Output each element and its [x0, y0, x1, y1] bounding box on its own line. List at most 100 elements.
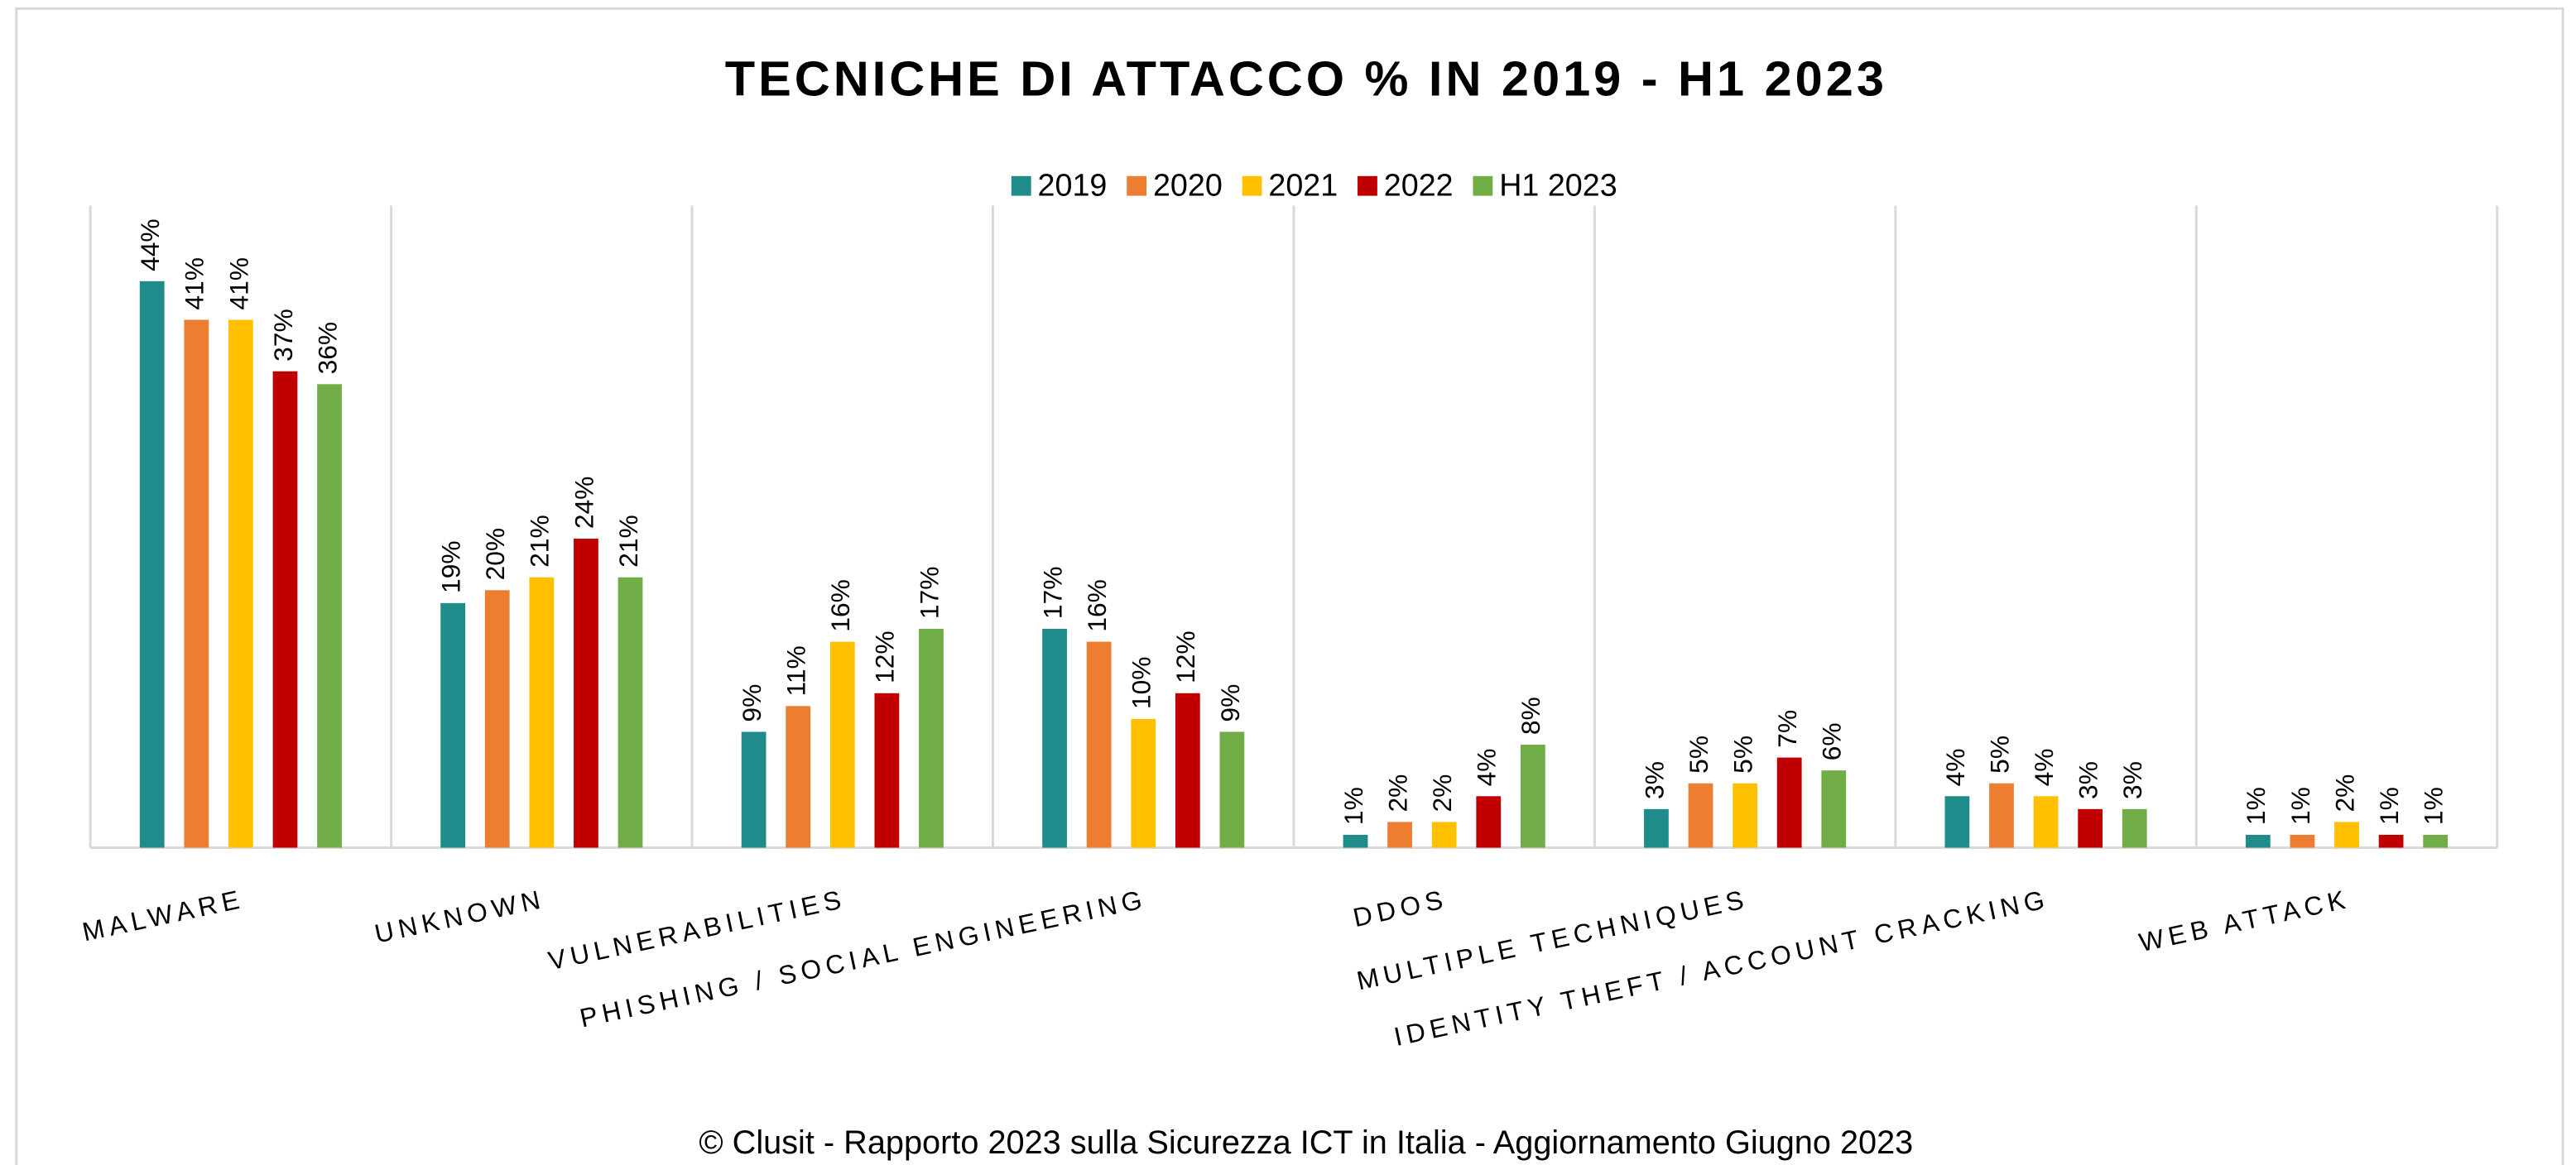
bar	[228, 319, 253, 848]
footer: © Clusit - Rapporto 2023 sulla Sicurezza…	[699, 1124, 1913, 1161]
data-label: 6%	[1817, 722, 1847, 760]
data-label: 41%	[180, 257, 209, 310]
legend-swatch	[1127, 175, 1147, 196]
legend-swatch	[1242, 175, 1262, 196]
data-label: 1%	[2285, 787, 2315, 825]
bar	[919, 628, 944, 848]
data-label: 16%	[825, 579, 855, 632]
legend-swatch	[1358, 175, 1377, 196]
data-label: 11%	[781, 645, 811, 696]
bar	[2033, 796, 2059, 848]
bar	[1086, 641, 1112, 848]
data-label: 5%	[1728, 736, 1758, 774]
data-label: 5%	[1684, 736, 1713, 774]
data-label: 36%	[312, 322, 342, 375]
bar	[2245, 834, 2271, 848]
bar	[272, 371, 298, 848]
bar	[1733, 783, 1758, 848]
data-label: 1%	[1338, 787, 1368, 825]
bar	[1175, 693, 1200, 848]
bar	[1219, 731, 1245, 848]
data-label: 12%	[1170, 630, 1200, 683]
data-label: 5%	[1984, 736, 2014, 774]
data-label: 3%	[2074, 761, 2103, 799]
x-tick-label: UNKNOWN	[372, 884, 547, 949]
chart-title: TECNICHE DI ATTACCO % IN 2019 - H1 2023	[725, 50, 1887, 106]
bar	[2078, 808, 2103, 848]
bar	[1821, 770, 1847, 848]
bar	[1688, 783, 1713, 848]
data-label: 9%	[737, 684, 767, 722]
x-tick-label: MALWARE	[79, 884, 247, 947]
legend-label: 2019	[1038, 168, 1108, 203]
x-tick-label: DDOS	[1350, 884, 1450, 932]
legend-label: H1 2023	[1499, 168, 1617, 203]
data-label: 12%	[870, 630, 900, 683]
bar	[184, 319, 209, 848]
data-label: 3%	[2117, 761, 2147, 799]
bar	[1989, 783, 2014, 848]
legend-label: 2021	[1268, 168, 1338, 203]
data-label: 44%	[135, 218, 165, 271]
bar	[1944, 796, 1970, 848]
bar	[618, 577, 643, 848]
legend-swatch	[1011, 175, 1031, 196]
bar	[741, 731, 767, 848]
chart-border	[15, 7, 2564, 1165]
data-label: 4%	[2029, 748, 2059, 786]
data-label: 8%	[1516, 697, 1545, 735]
data-label: 2%	[1427, 774, 1457, 813]
bar	[2378, 834, 2404, 848]
bar	[139, 280, 165, 848]
x-tick-label: WEB ATTACK	[2136, 884, 2353, 957]
bar	[574, 539, 598, 848]
data-label: 1%	[2419, 787, 2449, 825]
bar	[529, 577, 555, 848]
data-label: 3%	[1639, 761, 1669, 799]
data-label: 16%	[1082, 579, 1112, 632]
bar	[1476, 796, 1502, 848]
data-label: 9%	[1215, 684, 1245, 722]
bar	[2122, 808, 2147, 848]
bar	[1431, 822, 1457, 848]
bar	[2334, 822, 2359, 848]
bar	[786, 706, 811, 848]
legend-swatch	[1473, 175, 1493, 196]
bar	[1131, 718, 1156, 848]
legend-label: 2020	[1153, 168, 1223, 203]
data-label: 21%	[613, 515, 643, 568]
bar	[1343, 834, 1368, 848]
data-label: 2%	[2329, 774, 2359, 813]
bar	[1776, 757, 1802, 848]
bar	[2423, 834, 2449, 848]
data-label: 19%	[436, 540, 466, 593]
bar	[1520, 745, 1545, 848]
data-label: 20%	[480, 528, 510, 581]
bar	[484, 590, 510, 848]
data-label: 2%	[1382, 774, 1412, 813]
data-label: 41%	[223, 257, 253, 310]
data-label: 1%	[2374, 787, 2404, 825]
legend-label: 2022	[1384, 168, 1454, 203]
bar	[1042, 628, 1067, 848]
bar	[2290, 834, 2315, 848]
bar	[1387, 822, 1412, 848]
bar	[829, 641, 855, 848]
data-label: 17%	[914, 567, 944, 620]
data-label: 17%	[1037, 567, 1067, 620]
data-label: 10%	[1127, 656, 1156, 709]
data-label: 37%	[268, 309, 298, 362]
x-tick-label: PHISHING / SOCIAL ENGINEERING	[577, 884, 1149, 1033]
data-label: 7%	[1772, 710, 1802, 748]
bar	[1644, 808, 1669, 848]
data-label: 24%	[569, 477, 598, 530]
data-label: 4%	[1472, 748, 1502, 786]
bar	[874, 693, 900, 848]
data-label: 1%	[2241, 787, 2271, 825]
data-label: 21%	[525, 515, 555, 568]
data-label: 4%	[1940, 748, 1970, 786]
bar	[317, 384, 342, 848]
bar	[440, 602, 466, 848]
